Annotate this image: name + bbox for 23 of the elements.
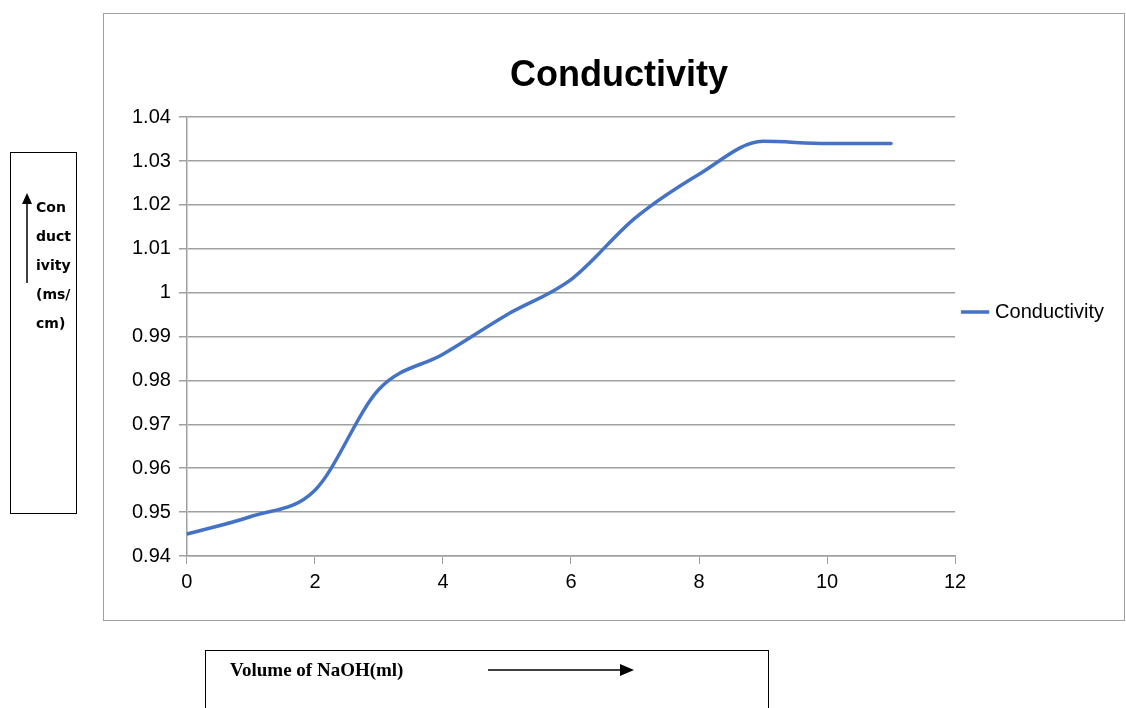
y-tick-label: 0.97 (131, 411, 171, 434)
chart-title: Conductivity (509, 52, 729, 94)
y-tick-label: 0.94 (131, 543, 171, 566)
y-tick-label: 0.96 (131, 455, 171, 478)
y-tick-label: 0.99 (131, 324, 171, 347)
x-tick-label: 8 (693, 569, 705, 592)
y-tick-label: 1.02 (131, 192, 171, 215)
x-tick-label: 10 (815, 569, 839, 592)
y-tick-label: 1.01 (131, 236, 171, 259)
x-tick-label: 6 (565, 569, 577, 592)
x-tick-label: 12 (943, 569, 967, 592)
y-tick-label: 1.04 (131, 104, 171, 127)
x-tick-label: 4 (437, 569, 449, 592)
y-tick-label: 1.03 (131, 148, 171, 171)
line-series (186, 139, 893, 536)
y-tick-label: 0.98 (131, 368, 171, 390)
y-axis-title: Conductivity(ms/cm) (36, 198, 72, 333)
x-axis-title: Volume of NaOH(ml) (230, 659, 404, 681)
y-tick-label: 1 (159, 280, 171, 303)
x-tick-label: 0 (181, 569, 193, 592)
legend-label: Conductivity (995, 299, 1104, 322)
y-tick-label: 0.95 (131, 499, 171, 522)
x-tick-label: 2 (309, 569, 321, 592)
